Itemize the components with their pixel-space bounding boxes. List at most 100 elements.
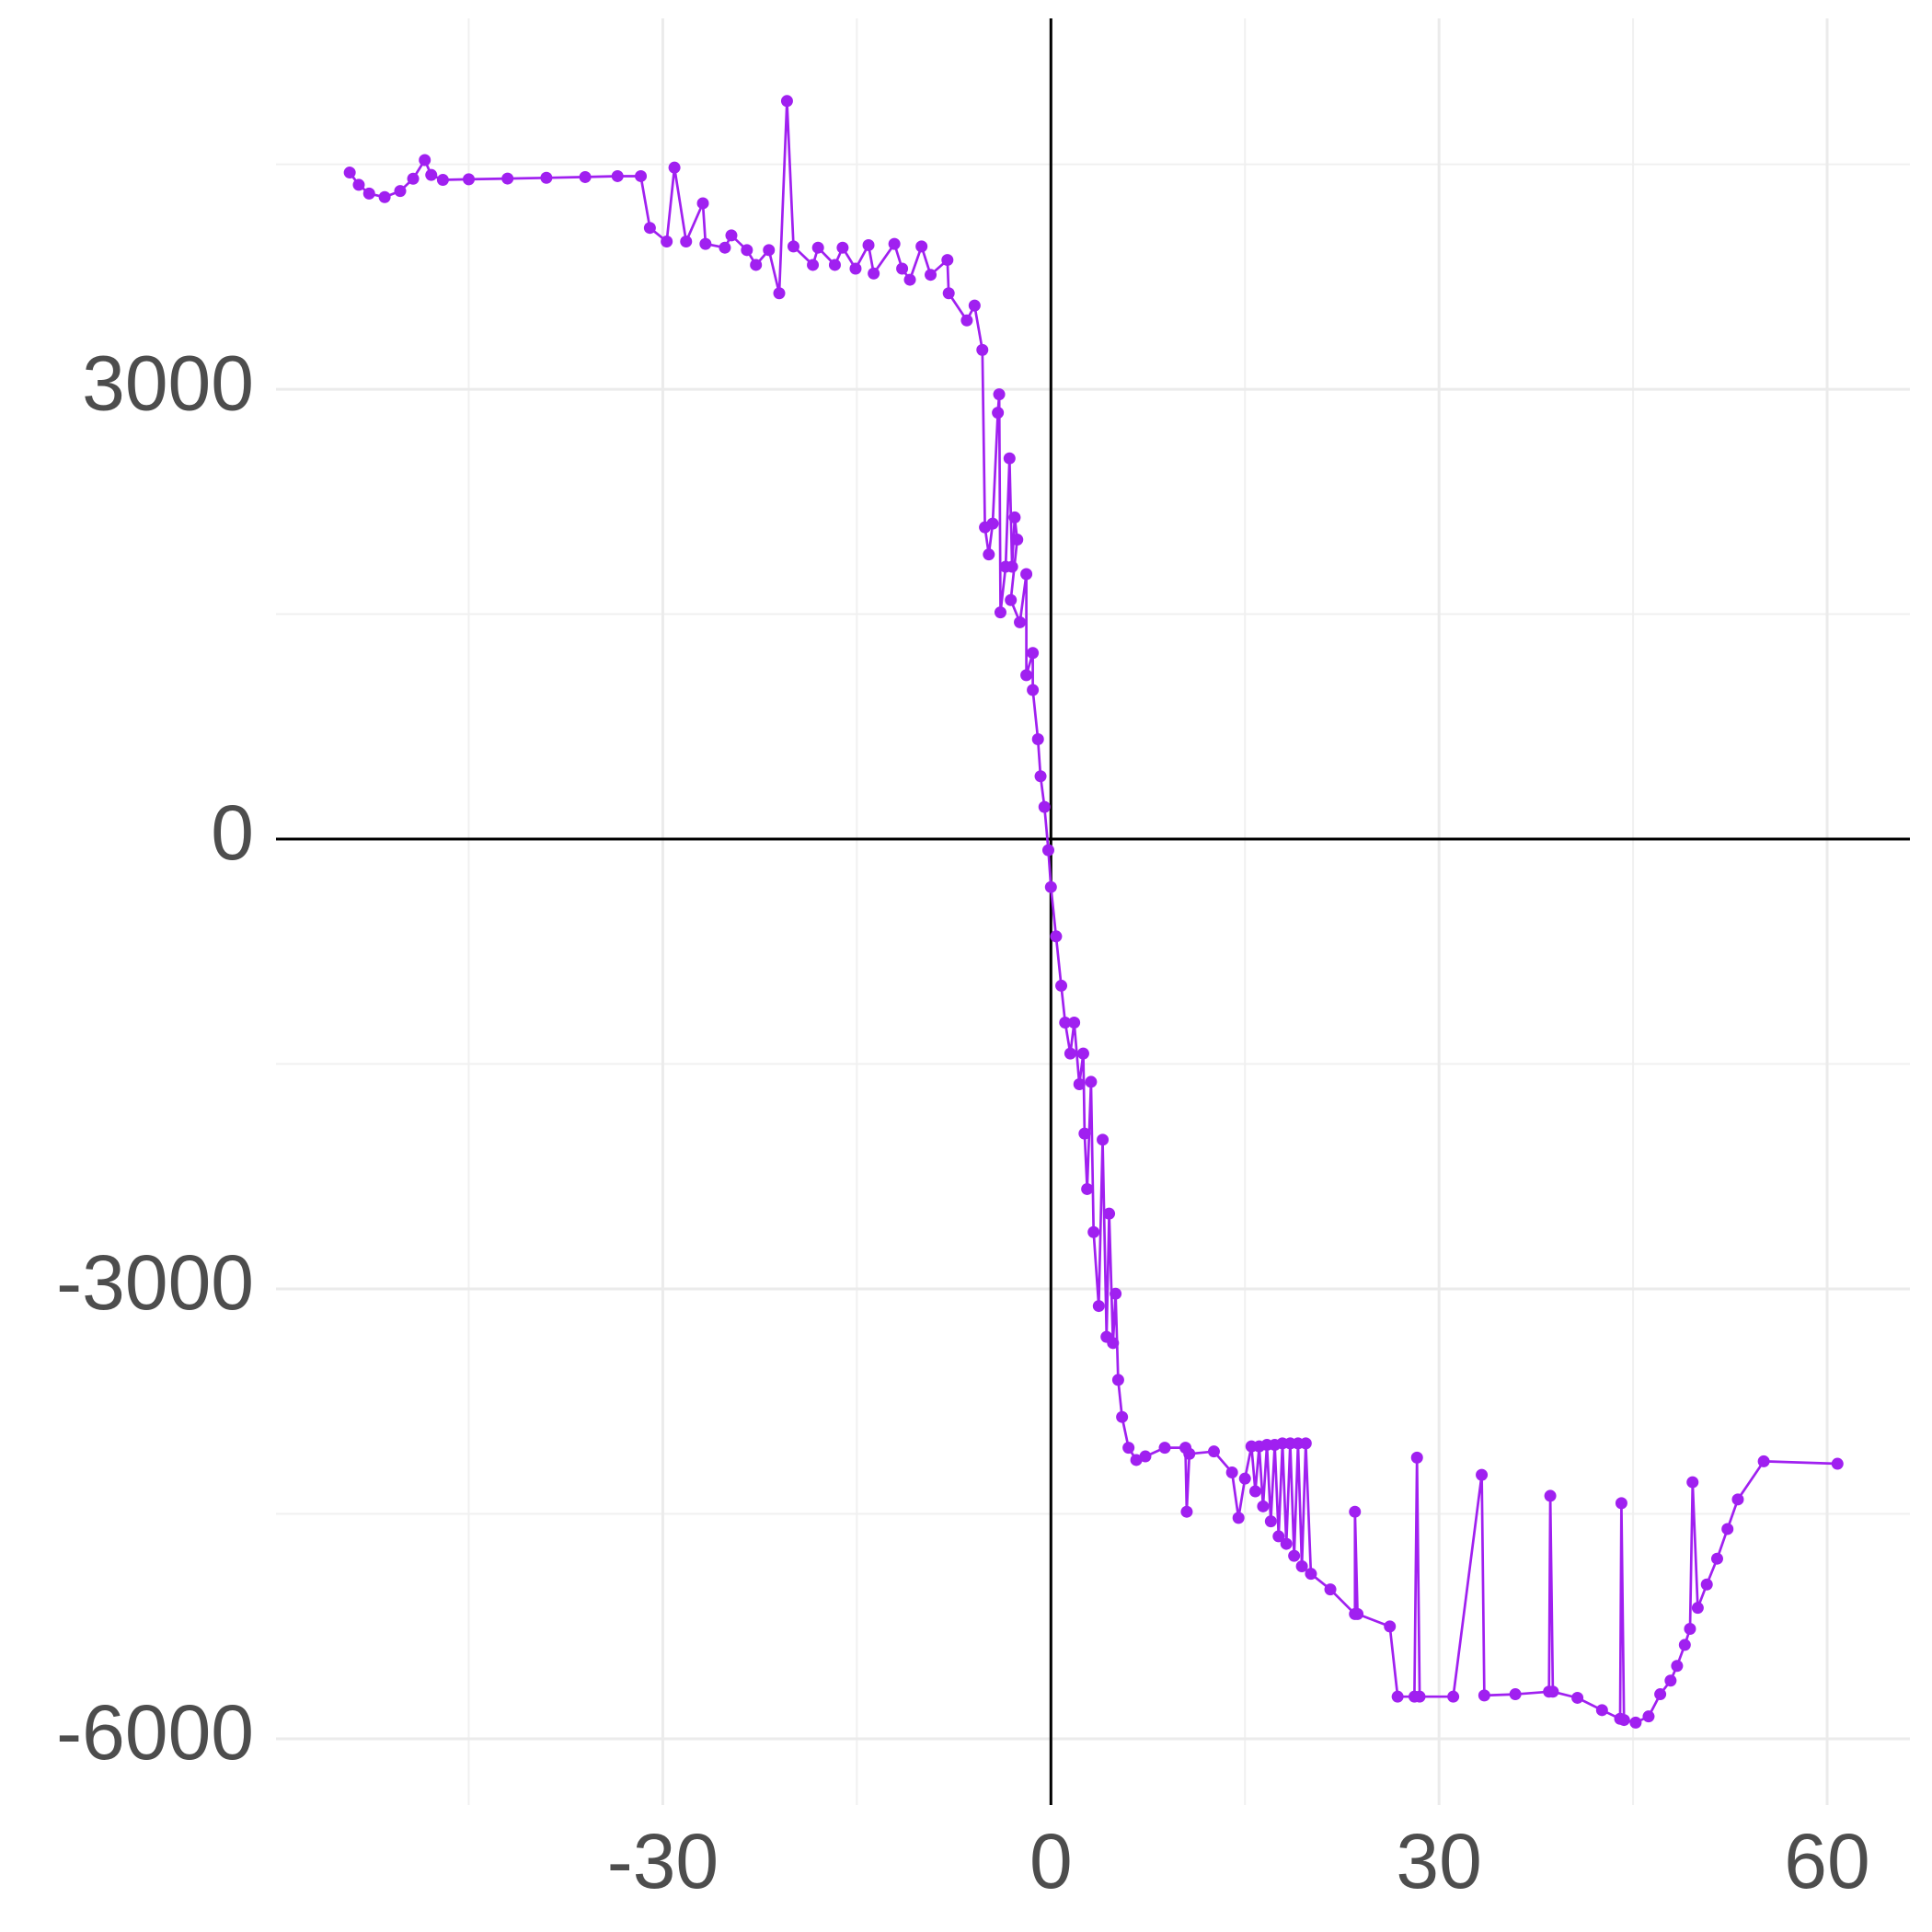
point: [888, 237, 901, 250]
point: [1073, 1078, 1086, 1091]
point: [993, 388, 1006, 401]
point: [1447, 1690, 1460, 1703]
point: [1006, 560, 1018, 573]
point: [992, 407, 1005, 420]
point: [1183, 1447, 1196, 1460]
point: [680, 236, 693, 248]
point: [362, 187, 375, 200]
point: [425, 168, 438, 181]
point: [787, 240, 799, 253]
point: [976, 343, 989, 356]
point: [1831, 1457, 1844, 1470]
point: [1617, 1714, 1630, 1727]
point: [1654, 1688, 1667, 1701]
point: [1700, 1578, 1713, 1591]
point: [1629, 1716, 1642, 1729]
point: [1064, 1047, 1076, 1060]
point: [343, 167, 356, 179]
point: [1225, 1466, 1238, 1478]
x-tick-label: 0: [1029, 1818, 1073, 1904]
point: [1020, 669, 1033, 682]
point: [915, 240, 928, 253]
point: [1076, 1047, 1089, 1060]
point: [696, 197, 709, 210]
point: [1731, 1493, 1744, 1506]
point: [1232, 1512, 1245, 1524]
point: [986, 517, 999, 530]
point: [579, 170, 592, 183]
point: [1595, 1704, 1608, 1717]
point: [836, 241, 849, 254]
point: [903, 273, 916, 286]
point: [1264, 1515, 1277, 1528]
point: [1615, 1497, 1627, 1510]
point: [1027, 647, 1040, 660]
point: [1158, 1442, 1171, 1455]
point: [1031, 732, 1044, 745]
x-tick-label: 30: [1396, 1818, 1481, 1904]
point: [1410, 1451, 1423, 1464]
y-tick-label: 3000: [82, 339, 254, 426]
point: [1476, 1468, 1489, 1481]
point: [1085, 1075, 1098, 1088]
point: [661, 236, 673, 248]
point: [1092, 1300, 1105, 1313]
point: [1272, 1530, 1285, 1543]
point: [1280, 1537, 1293, 1550]
point: [1684, 1622, 1696, 1635]
point: [750, 259, 763, 271]
point: [1011, 534, 1024, 546]
point: [773, 287, 786, 300]
point: [968, 299, 981, 312]
point: [719, 241, 731, 254]
point: [741, 244, 753, 257]
point: [668, 161, 681, 174]
point: [1384, 1620, 1397, 1633]
point: [1110, 1287, 1122, 1300]
y-tick-label: -3000: [56, 1239, 254, 1326]
point: [419, 154, 431, 167]
point: [1721, 1523, 1734, 1535]
point: [1757, 1455, 1770, 1467]
point: [925, 269, 937, 282]
point: [725, 229, 738, 242]
point: [780, 95, 793, 108]
point: [394, 185, 407, 198]
point: [699, 237, 712, 250]
point: [463, 173, 476, 186]
point: [1678, 1639, 1691, 1651]
point: [643, 222, 656, 235]
point: [1299, 1437, 1312, 1450]
point: [1050, 930, 1063, 943]
point: [1295, 1560, 1308, 1573]
point: [941, 254, 954, 267]
point: [811, 241, 824, 254]
point: [1139, 1450, 1152, 1463]
point: [1111, 1374, 1124, 1386]
point: [1038, 800, 1051, 813]
point: [1005, 593, 1018, 606]
point: [1710, 1552, 1723, 1565]
point: [1087, 1225, 1100, 1238]
x-tick-label: 60: [1784, 1818, 1869, 1904]
point: [1122, 1442, 1135, 1455]
point: [1027, 684, 1040, 696]
point: [1257, 1500, 1270, 1512]
x-tick-label: -30: [607, 1818, 719, 1904]
point: [1034, 770, 1047, 783]
point: [1055, 979, 1068, 992]
point: [635, 169, 648, 182]
point: [868, 267, 880, 280]
point: [1020, 568, 1033, 581]
point: [807, 259, 820, 271]
point: [1349, 1505, 1362, 1518]
point: [1044, 880, 1057, 893]
y-tick-label: -6000: [56, 1689, 254, 1776]
point: [1248, 1485, 1261, 1498]
point: [1207, 1445, 1220, 1458]
point: [436, 174, 449, 187]
point: [896, 262, 909, 275]
point: [1642, 1710, 1655, 1723]
point: [1059, 1017, 1072, 1029]
